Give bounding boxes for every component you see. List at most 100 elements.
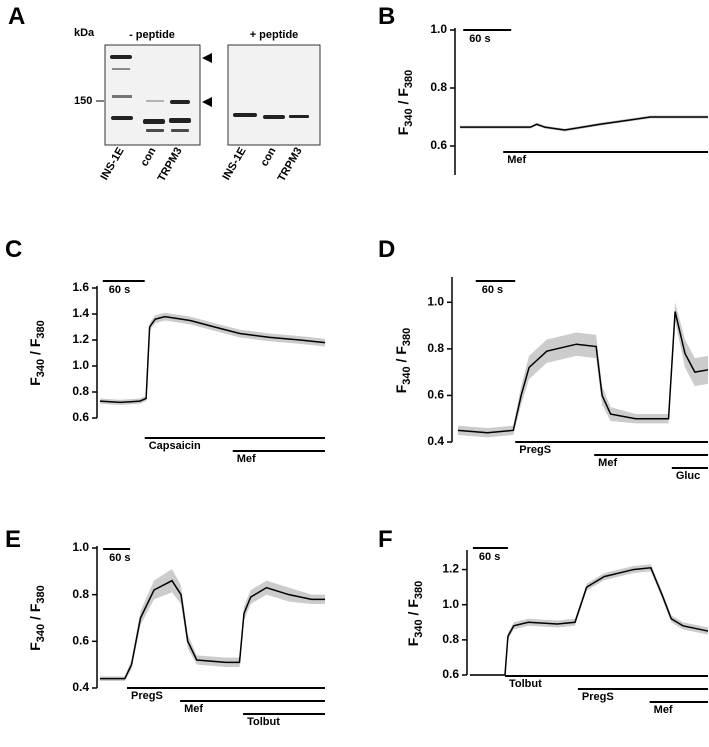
treatment-label: Mef bbox=[654, 704, 673, 716]
trace bbox=[99, 315, 326, 404]
scale-bar-label: 60 s bbox=[109, 284, 130, 296]
y-tick-label: 0.6 bbox=[442, 667, 459, 681]
treatment-label: Tolbut bbox=[509, 678, 542, 690]
trace bbox=[100, 579, 325, 680]
label-subscript: 380 bbox=[35, 320, 47, 338]
treatment-label: Capsaicin bbox=[149, 440, 201, 452]
scale-bar-label: 60 s bbox=[109, 552, 130, 564]
label-subscript: 340 bbox=[403, 108, 415, 126]
chart-panel: D 0.4 0.6 0.8 1.0 F340 / F380 60 s PregS Mef Gluc bbox=[378, 236, 709, 482]
error-band bbox=[470, 564, 708, 676]
lane-label: TRPM3 bbox=[156, 146, 185, 184]
trace bbox=[457, 311, 709, 434]
lane-label: INS-1E bbox=[220, 146, 248, 183]
trace bbox=[460, 116, 708, 131]
y-tick-label: 0.6 bbox=[72, 634, 89, 648]
arrowhead bbox=[202, 97, 212, 107]
label-subscript: 380 bbox=[401, 328, 413, 346]
y-tick-label: 1.6 bbox=[72, 280, 89, 294]
y-tick-label: 1.0 bbox=[442, 597, 459, 611]
label-subscript: 340 bbox=[35, 359, 47, 377]
y-tick-label: 0.4 bbox=[72, 680, 89, 694]
treatment-label: PregS bbox=[582, 691, 614, 703]
label-subscript: 380 bbox=[403, 70, 415, 88]
trace bbox=[470, 567, 709, 676]
label-subscript: 340 bbox=[413, 619, 425, 637]
treatment-label: Mef bbox=[184, 703, 203, 715]
y-tick-label: 0.6 bbox=[427, 388, 444, 402]
label-subscript: 380 bbox=[35, 585, 47, 603]
treatment-label: Tolbut bbox=[247, 716, 280, 728]
error-band bbox=[100, 312, 325, 405]
panel-letter: B bbox=[378, 3, 395, 30]
treatment-label: PregS bbox=[519, 444, 551, 456]
label-subscript: 340 bbox=[35, 624, 47, 642]
label-text: / F bbox=[405, 599, 421, 620]
y-tick-label: 1.0 bbox=[72, 358, 89, 372]
treatment-label: Mef bbox=[237, 453, 256, 465]
blot-image bbox=[227, 44, 321, 146]
y-tick-label: 0.8 bbox=[442, 632, 459, 646]
y-tick-label: 0.4 bbox=[427, 434, 444, 448]
y-tick-label: 0.8 bbox=[72, 587, 89, 601]
error-band bbox=[458, 302, 708, 438]
y-axis-label: F340 / F380 bbox=[393, 328, 413, 394]
treatment-label: Gluc bbox=[676, 470, 700, 482]
scale-bar-label: 60 s bbox=[469, 33, 490, 45]
label-text: F bbox=[395, 126, 411, 135]
label-text: / F bbox=[395, 88, 411, 109]
label-text: F bbox=[405, 637, 421, 646]
treatment-label: Mef bbox=[507, 154, 526, 166]
panel-letter: E bbox=[5, 526, 21, 553]
label-subscript: 340 bbox=[401, 366, 413, 384]
treatment-label: PregS bbox=[131, 690, 163, 702]
scale-bar-label: 60 s bbox=[482, 284, 503, 296]
y-tick-label: 1.4 bbox=[72, 306, 89, 320]
y-axis-label: F340 / F380 bbox=[27, 585, 47, 651]
panel-letter: F bbox=[378, 526, 393, 553]
lane-label: INS-1E bbox=[98, 146, 126, 183]
unit-label: kDa bbox=[74, 27, 95, 39]
chart-panel: C 0.6 0.8 1.0 1.2 1.4 1.6 F340 / F380 60 s Capsai… bbox=[5, 236, 326, 465]
y-tick-label: 1.0 bbox=[427, 294, 444, 308]
y-tick-label: 0.8 bbox=[72, 384, 89, 398]
y-tick-label: 1.0 bbox=[430, 22, 447, 36]
group-label: - peptide bbox=[129, 29, 175, 41]
lane-label: TRPM3 bbox=[276, 146, 305, 184]
label-text: / F bbox=[27, 338, 43, 359]
label-text: F bbox=[27, 642, 43, 651]
panel-letter: C bbox=[5, 236, 22, 263]
y-axis-label: F340 / F380 bbox=[405, 581, 425, 647]
label-text: F bbox=[27, 377, 43, 386]
lane-label: con bbox=[138, 145, 158, 168]
y-tick-label: 0.6 bbox=[430, 138, 447, 152]
chart-panel: E 0.4 0.6 0.8 1.0 F340 / F380 60 s PregS Mef Tolb… bbox=[5, 526, 325, 728]
group-label: + peptide bbox=[250, 29, 299, 41]
y-tick-label: 1.0 bbox=[72, 540, 89, 554]
chart-panel: B 0.6 0.8 1.0 F340 / F380 60 s Mef bbox=[378, 3, 708, 175]
label-text: / F bbox=[27, 603, 43, 624]
arrowhead bbox=[202, 53, 212, 63]
treatment-label: Mef bbox=[598, 457, 617, 469]
label-text: / F bbox=[393, 346, 409, 367]
y-axis-label: F340 / F380 bbox=[395, 70, 415, 136]
blot-panel: A kDa - peptide + peptide 150 INS-1E con… bbox=[8, 3, 321, 184]
error-band bbox=[100, 569, 325, 681]
y-tick-label: 0.6 bbox=[72, 410, 89, 424]
y-tick-label: 0.8 bbox=[430, 80, 447, 94]
panel-letter: D bbox=[378, 236, 395, 263]
error-band bbox=[460, 115, 708, 132]
bands bbox=[110, 55, 309, 132]
panel-letter: A bbox=[8, 3, 25, 30]
scale-bar-label: 60 s bbox=[479, 551, 500, 563]
y-tick-label: 1.2 bbox=[72, 332, 89, 346]
lane-label: con bbox=[258, 145, 278, 168]
y-tick-label: 0.8 bbox=[427, 341, 444, 355]
marker-label: 150 bbox=[74, 95, 92, 107]
label-subscript: 380 bbox=[413, 581, 425, 599]
y-axis-label: F340 / F380 bbox=[27, 320, 47, 386]
label-text: F bbox=[393, 384, 409, 393]
y-tick-label: 1.2 bbox=[442, 562, 459, 576]
